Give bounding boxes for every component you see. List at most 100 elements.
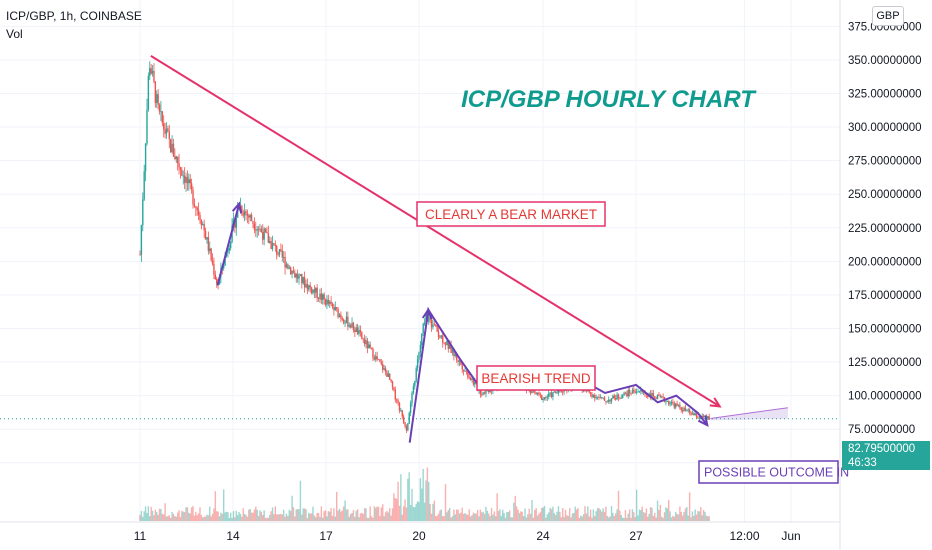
volume-bar [661,516,663,521]
candle-body [165,128,168,134]
volume-bar [188,512,190,521]
candle-body [535,392,537,395]
volume-bar [213,508,215,521]
volume-bar [694,509,696,521]
volume-bar [313,515,316,521]
volume-bar [224,512,226,521]
candle-body [608,399,610,402]
volume-bar [502,509,504,521]
candle-body [489,390,491,393]
bear-market-label: CLEARLY A BEAR MARKET [416,201,606,227]
volume-bar [163,514,165,521]
candle-body [552,392,554,398]
trendline [150,55,721,408]
volume-bar [193,515,196,521]
volume-bar [326,516,328,521]
time-tick-label: Jun [781,529,800,543]
candle-body [634,391,636,393]
candle-body [202,224,204,226]
volume-bar [312,506,314,521]
volume-bar [534,509,536,521]
volume-bar [585,513,588,521]
candle-body [393,387,395,390]
annotation-labels: CLEARLY A BEAR MARKET BEARISH TREND POSSIB… [416,86,849,484]
candle-body [482,392,484,395]
candle-body [363,339,366,345]
volume-bar [214,491,217,521]
volume-bar [380,507,383,521]
candle-body [391,381,394,388]
volume-bar [342,506,345,521]
candle-body [345,316,348,323]
volume-bar [234,517,236,521]
candle-body [199,214,201,221]
volume-bar [416,501,419,521]
volume-bar [248,509,250,521]
volume-bar [566,515,568,521]
volume-bar [151,510,154,521]
volume-bar [359,513,362,521]
volume-bar [672,515,674,521]
volume-bar [203,516,205,521]
volume-bar [363,508,366,521]
volume-bar [479,509,482,521]
candle-body [652,393,655,397]
candle-body [645,394,648,396]
candle-body [259,228,261,230]
candle-body [642,392,645,393]
volume-bar [528,508,530,521]
candle-body [214,274,217,280]
volume-bar [422,468,424,521]
chart-grid [0,0,840,522]
volume-bar [433,500,436,521]
candle-body [169,139,172,153]
candle-body [411,392,413,404]
candle-body [686,410,688,412]
volume-bar [587,506,589,521]
candle-body [288,267,290,269]
candle-body [186,176,189,184]
volume-bar [225,511,228,521]
candle-body [175,156,177,160]
candle-body [638,391,641,393]
volume-bar [535,508,537,521]
volume-bar [351,512,353,521]
candle-body [688,409,691,413]
volume-bar [623,517,625,521]
candle-body [172,143,175,157]
candle-body [609,399,611,402]
candle-body [398,403,401,411]
volume-bar [310,513,313,521]
volume-bar [443,516,445,521]
volume-bar [158,508,161,521]
volume-bar [497,510,500,521]
candle-body [407,423,409,431]
volume-bar [390,515,392,521]
candle-body [414,380,416,387]
candle-body [694,413,696,416]
candle-body [448,344,451,349]
candle-body [183,175,186,183]
candle-body [474,381,476,385]
candle-body [695,413,698,418]
volume-bar [549,507,551,521]
volume-bar [161,513,164,521]
volume-bar [284,516,286,521]
volume-bar [447,510,449,521]
time-tick-label: 20 [412,529,426,543]
volume-bar [156,512,158,521]
candle-body [342,319,345,323]
volume-bar [426,467,429,521]
candle-body [442,335,444,343]
candle-body [164,129,166,134]
currency-badge[interactable]: GBP [872,6,904,26]
volume-bar [285,513,288,521]
candle-body [384,368,387,372]
volume-bar [627,513,629,521]
candle-body [641,390,643,393]
projection-band-edge [710,407,788,419]
volume-bar [482,511,484,521]
candle-body [423,322,426,324]
candle-body [409,403,412,413]
